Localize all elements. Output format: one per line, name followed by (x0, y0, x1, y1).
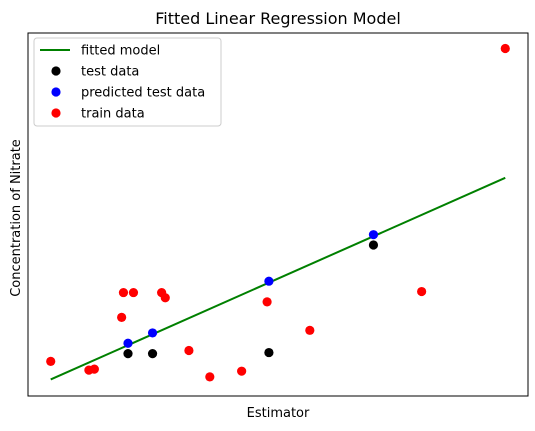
chart-marks (46, 43, 510, 382)
legend-swatch-train-data (51, 108, 61, 118)
test-data-point (147, 348, 158, 359)
train-data-point (160, 293, 170, 303)
train-data-point (117, 312, 127, 323)
test-data-point (368, 240, 379, 250)
legend-box (33, 37, 222, 127)
train-data-point (417, 286, 427, 297)
legend-label-test-data: test data (81, 65, 139, 80)
legend-label-predicted-test-data: predicted test data (81, 86, 205, 101)
train-data-point (205, 372, 215, 382)
legend-swatch-predicted-test-data (51, 87, 61, 97)
train-data-point (262, 297, 272, 307)
predicted-test-data-point (123, 338, 133, 348)
train-data-point (89, 364, 99, 374)
plot-frame (27, 32, 529, 397)
predicted-test-data-point (264, 276, 274, 286)
train-data-point (184, 345, 194, 356)
legend-label-fitted-model: fitted model (81, 44, 160, 59)
legend: fitted model test data predicted test data… (33, 37, 222, 127)
train-data-point (237, 366, 247, 376)
train-data-point (118, 287, 129, 298)
train-data-point (500, 43, 510, 54)
train-data-point (305, 325, 315, 335)
predicted-test-data-point (147, 328, 158, 338)
predicted-test-data-point (368, 230, 379, 240)
test-data-point (264, 347, 274, 358)
train-data-point (46, 356, 56, 366)
legend-swatch-test-data (51, 66, 61, 76)
x-axis-label: Estimator (247, 406, 310, 421)
legend-label-train-data: train data (81, 107, 145, 122)
train-data-point (128, 287, 139, 298)
test-data-point (123, 348, 133, 359)
chart-title: Fitted Linear Regression Model (155, 9, 401, 28)
y-axis-label: Concentration of Nitrate (9, 139, 24, 297)
